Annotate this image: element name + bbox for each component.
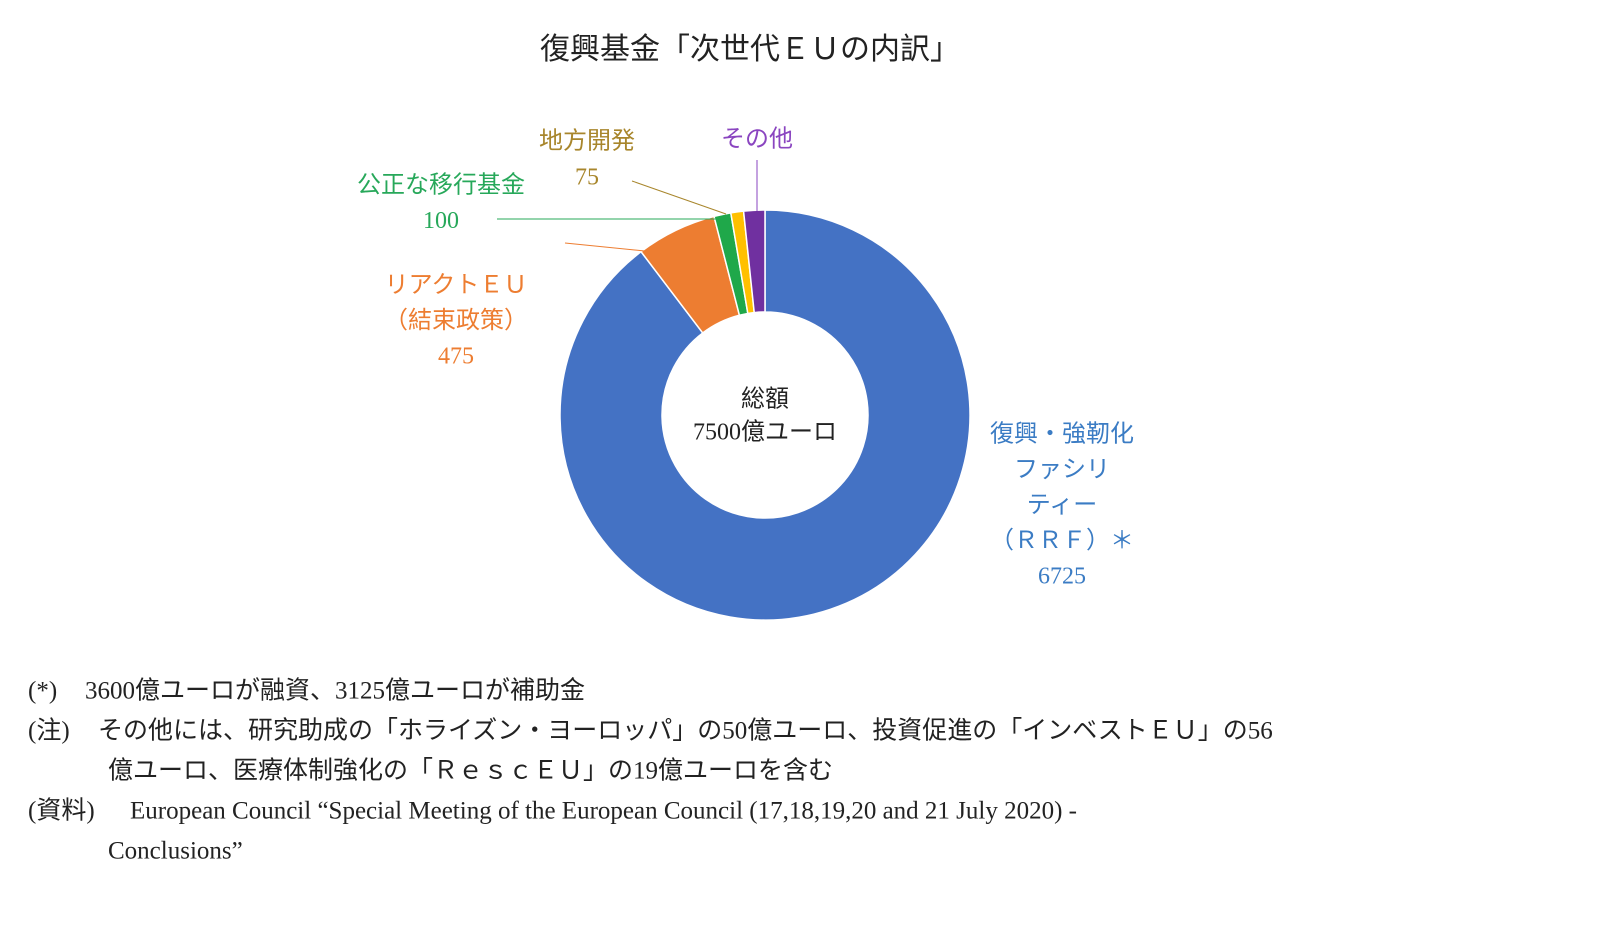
donut-slice	[742, 209, 766, 314]
value-label: 6725	[1038, 564, 1086, 590]
center-label: 総額	[741, 386, 789, 413]
slice-label: （結束政策）	[384, 307, 528, 334]
value-label: 475	[438, 344, 474, 370]
slice-label: 公正な移行基金	[357, 172, 525, 199]
note-text: Conclusions”	[108, 838, 243, 865]
slice-label: ティー	[1027, 493, 1098, 519]
value-label: 75	[575, 165, 599, 191]
donut-slice	[559, 209, 971, 621]
leader-line	[631, 180, 727, 215]
slice-label: （ＲＲＦ）＊	[990, 528, 1134, 554]
leader-line	[564, 242, 646, 252]
slice-label: その他	[721, 126, 793, 153]
note-text: European Council “Special Meeting of the…	[130, 798, 1077, 825]
center-label: 7500億ユーロ	[693, 419, 837, 446]
value-label: 100	[423, 208, 459, 234]
slice-label: リアクトＥＵ	[385, 273, 528, 299]
note-marker: (資料)	[28, 797, 95, 825]
slice-label: ファシリ	[1014, 457, 1110, 483]
note-marker: (注)	[28, 717, 70, 745]
note-marker: (*)	[28, 678, 57, 705]
note-text: 3600億ユーロが融資、3125億ユーロが補助金	[85, 677, 585, 705]
chart-title: 復興基金「次世代ＥＵの内訳」	[540, 33, 960, 66]
note-text: 億ユーロ、医療体制強化の「ＲｅｓｃＥＵ」の19億ユーロを含む	[108, 757, 833, 785]
slice-label: 地方開発	[539, 128, 635, 155]
note-text: その他には、研究助成の「ホライズン・ヨーロッパ」の50億ユーロ、投資促進の「イン…	[98, 717, 1273, 745]
slice-label: 復興・強靭化	[990, 421, 1134, 448]
